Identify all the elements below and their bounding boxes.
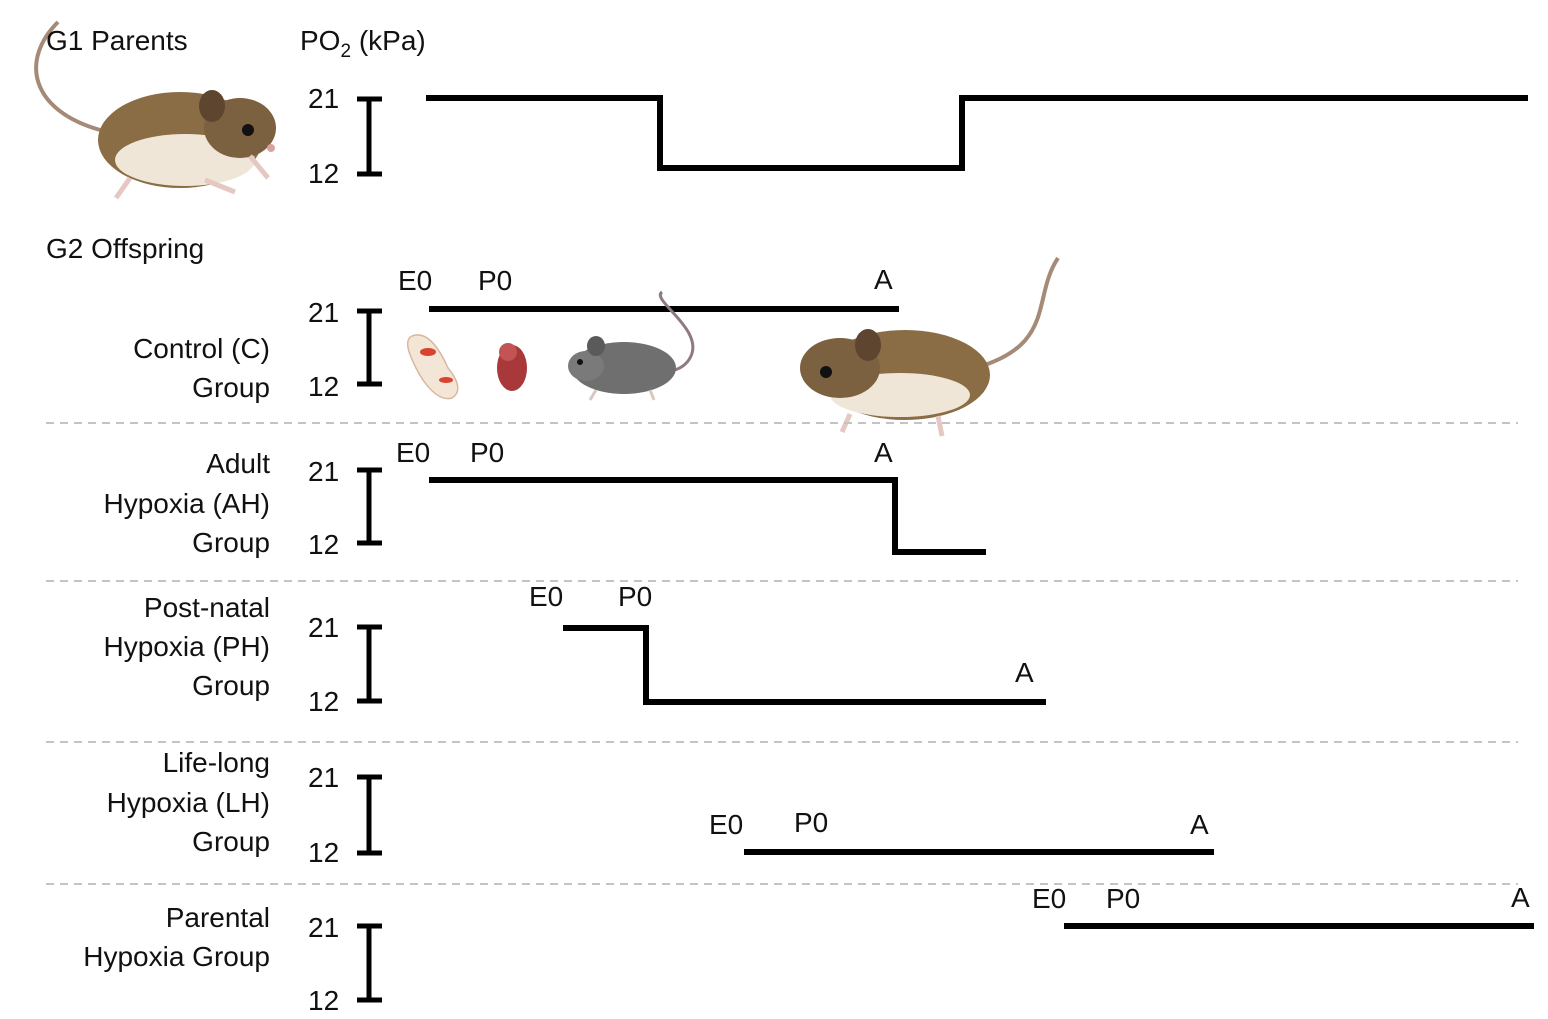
control-a-marker: A [874,264,893,295]
ph-label-line2: Hypoxia (PH) [104,631,270,662]
ph-e0-marker: E0 [529,581,563,612]
ah-scale-bar [357,467,382,546]
g1-tick-12: 12 [308,158,339,189]
lh-tick-12: 12 [308,837,339,868]
adult-mouse-illustration [800,256,1060,437]
newborn-pup-illustration [497,343,527,391]
lh-p0-marker: P0 [794,807,828,838]
lh-label-line1: Life-long [163,747,270,778]
control-p0-marker: P0 [478,265,512,296]
ph-tick-21: 21 [308,612,339,643]
ah-e0-marker: E0 [396,437,430,468]
g1-scale-bar [357,96,382,177]
ah-label-line1: Adult [206,448,270,479]
g1-title: G1 Parents [46,25,188,56]
lh-a-marker: A [1190,809,1209,840]
ah-po2-trace [429,477,986,555]
parental-tick-12: 12 [308,985,339,1016]
g2-title: G2 Offspring [46,233,204,264]
ph-po2-trace [563,625,1046,705]
parental-p0-marker: P0 [1106,883,1140,914]
juvenile-mouse-illustration [568,290,695,401]
control-label-line2: Group [192,372,270,403]
lh-scale-bar [357,774,382,856]
axis-label: PO2 (kPa) [300,25,426,62]
ph-tick-12: 12 [308,686,339,717]
lh-e0-marker: E0 [709,809,743,840]
embryo-illustration [406,334,459,400]
control-tick-21: 21 [308,297,339,328]
parental-tick-21: 21 [308,912,339,943]
parental-label-line1: Parental [166,902,270,933]
parental-scale-bar [357,923,382,1003]
parental-label-line2: Hypoxia Group [83,941,270,972]
ah-tick-21: 21 [308,456,339,487]
g1-tick-21: 21 [308,83,339,114]
ah-label-line2: Hypoxia (AH) [104,488,270,519]
parental-a-marker: A [1511,882,1530,913]
ph-label-line1: Post-natal [144,592,270,623]
ah-p0-marker: P0 [470,437,504,468]
ah-a-marker: A [874,437,893,468]
g1-mouse-illustration [34,20,276,200]
ph-label-line3: Group [192,670,270,701]
ah-tick-12: 12 [308,529,339,560]
control-label-line1: Control (C) [133,333,270,364]
ph-a-marker: A [1015,657,1034,688]
lh-tick-21: 21 [308,762,339,793]
ph-scale-bar [357,624,382,704]
ah-label-line3: Group [192,527,270,558]
lh-label-line3: Group [192,826,270,857]
parental-e0-marker: E0 [1032,883,1066,914]
ph-p0-marker: P0 [618,581,652,612]
lh-label-line2: Hypoxia (LH) [107,787,270,818]
control-tick-12: 12 [308,371,339,402]
control-e0-marker: E0 [398,265,432,296]
control-scale-bar [357,308,382,387]
g1-po2-trace [426,95,1528,171]
